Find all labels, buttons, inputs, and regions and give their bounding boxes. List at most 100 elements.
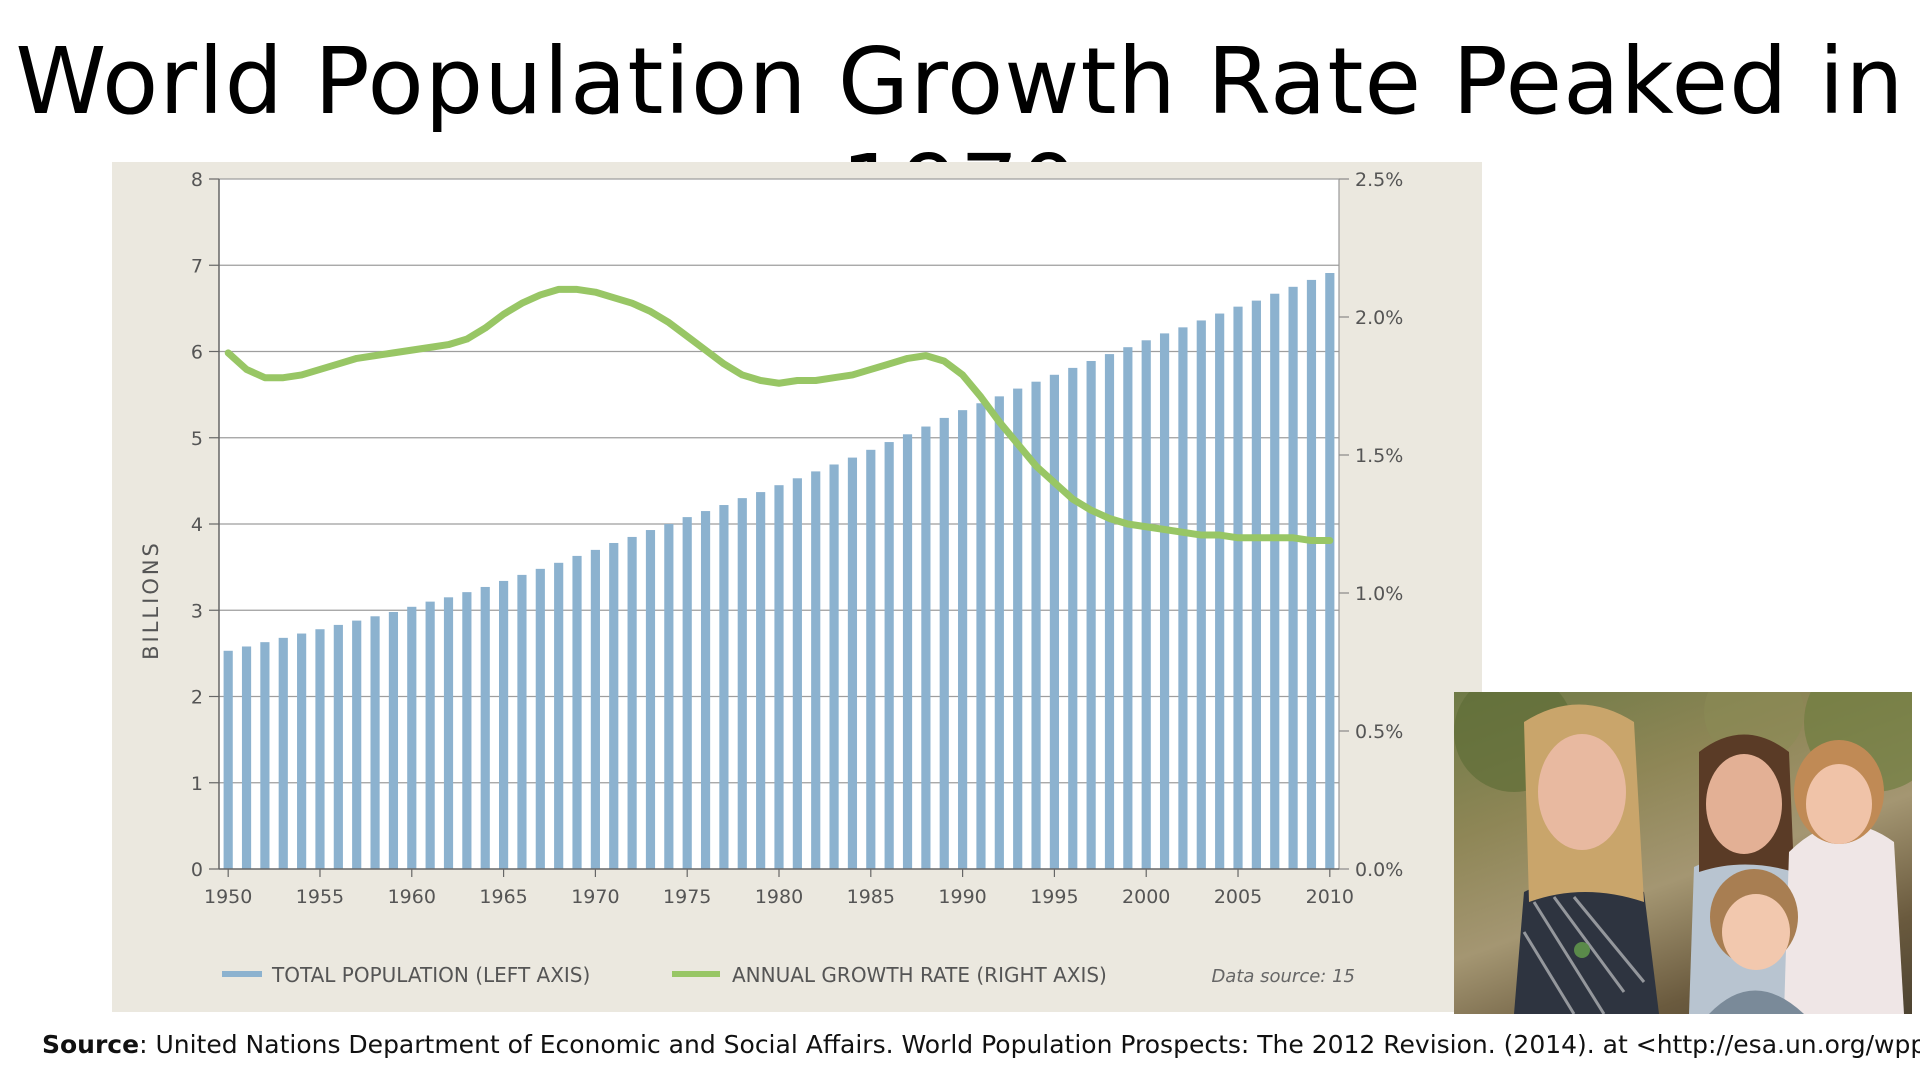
population-bar-1953	[278, 637, 288, 869]
x-tick-label-1975: 1975	[663, 886, 711, 908]
family-photo-icon	[1454, 692, 1912, 1014]
population-bar-1982	[811, 471, 821, 869]
population-bar-2007	[1270, 293, 1280, 869]
legend-label-population: TOTAL POPULATION (LEFT AXIS)	[271, 963, 590, 987]
population-bar-1961	[425, 601, 435, 870]
family-photo	[1454, 692, 1912, 1014]
right-tick-label-1.0%: 1.0%	[1355, 583, 1403, 605]
population-bar-2009	[1306, 279, 1317, 869]
population-bar-1989	[939, 417, 949, 869]
population-bar-1960	[407, 606, 417, 869]
legend: TOTAL POPULATION (LEFT AXIS) ANNUAL GROW…	[222, 963, 1355, 987]
population-bar-1993	[1013, 388, 1023, 869]
population-bar-1978	[737, 498, 747, 870]
population-bar-2005	[1233, 306, 1243, 869]
population-bar-1971	[609, 542, 619, 869]
population-bar-1956	[333, 624, 343, 869]
population-chart: 0 1 2 3 4 5 6 7 8 0.0% 0.5% 1.0% 1.5% 2.0% 2.5% 1950 1…	[139, 169, 1403, 987]
x-tick-label-1955: 1955	[296, 886, 344, 908]
population-bar-1965	[499, 580, 509, 869]
population-bar-1959	[388, 611, 399, 869]
population-bar-1972	[627, 536, 637, 869]
population-bar-1952	[260, 642, 270, 869]
population-bar-1980	[774, 485, 784, 869]
source-label: Source	[42, 1030, 140, 1059]
x-tick-label-2000: 2000	[1122, 886, 1170, 908]
source-text: : United Nations Department of Economic …	[139, 1030, 1920, 1059]
right-tick-label-0.5%: 0.5%	[1355, 721, 1403, 743]
population-bar-1969	[572, 555, 582, 869]
population-bar-2010	[1325, 273, 1335, 869]
x-tick-label-1995: 1995	[1030, 886, 1078, 908]
population-bar-1973	[645, 530, 656, 869]
left-tick-label-7: 7	[191, 255, 203, 277]
population-bar-1981	[792, 478, 802, 869]
population-bar-1954	[297, 633, 307, 869]
right-tick-label-1.5%: 1.5%	[1355, 445, 1403, 467]
population-bar-1963	[462, 592, 472, 869]
population-bar-1983	[829, 464, 839, 869]
x-tick-label-2010: 2010	[1306, 886, 1354, 908]
population-bar-1991	[976, 403, 986, 869]
source-citation: Source: United Nations Department of Eco…	[42, 1030, 1920, 1059]
population-bar-2004	[1215, 313, 1225, 869]
population-bar-1987	[902, 434, 913, 869]
growth-rate-line	[224, 285, 1334, 545]
right-tick-label-0.0%: 0.0%	[1355, 859, 1403, 881]
left-tick-label-0: 0	[191, 859, 203, 881]
x-tick-label-1980: 1980	[755, 886, 803, 908]
population-bar-1997	[1086, 360, 1096, 869]
x-tick-label-1960: 1960	[388, 886, 436, 908]
population-bar-1986	[884, 442, 894, 869]
population-bar-1979	[756, 492, 766, 869]
population-bar-2006	[1251, 300, 1261, 869]
population-bar-2008	[1288, 286, 1298, 869]
left-tick-label-3: 3	[191, 600, 203, 622]
population-bar-1968	[554, 562, 564, 869]
left-axis-ticks: 0 1 2 3 4 5 6 7 8	[191, 169, 219, 881]
x-tick-label-1950: 1950	[204, 886, 252, 908]
population-bar-1985	[866, 449, 876, 869]
left-tick-label-8: 8	[191, 169, 203, 191]
left-tick-label-2: 2	[191, 687, 203, 709]
population-bar-2002	[1178, 327, 1188, 870]
population-bar-2000	[1141, 340, 1151, 869]
population-bar-1990	[958, 410, 968, 869]
population-bar-1995	[1049, 374, 1059, 869]
left-tick-label-1: 1	[191, 773, 203, 795]
population-bar-1966	[517, 574, 527, 869]
population-bar-1996	[1068, 367, 1078, 869]
x-axis-ticks: 1950 1955 1960 1965 1970 1975 1980 1985 1990 1995…	[204, 869, 1354, 908]
population-bar-1999	[1123, 347, 1133, 869]
legend-label-growth: ANNUAL GROWTH RATE (RIGHT AXIS)	[732, 963, 1107, 987]
population-bar-1958	[370, 616, 380, 869]
population-bar-1951	[241, 646, 252, 869]
population-bar-1964	[480, 586, 490, 869]
population-bar-1994	[1031, 381, 1041, 869]
x-tick-label-1970: 1970	[571, 886, 619, 908]
population-bars	[223, 273, 1335, 870]
population-bar-1950	[223, 650, 233, 869]
data-source-note: Data source: 15	[1211, 966, 1355, 987]
population-bar-1970	[590, 549, 600, 870]
x-tick-label-1990: 1990	[938, 886, 986, 908]
population-bar-1967	[535, 568, 545, 869]
left-tick-label-4: 4	[191, 514, 203, 536]
population-bar-1962	[443, 597, 454, 869]
left-tick-label-6: 6	[191, 342, 203, 364]
population-bar-2003	[1196, 320, 1206, 869]
population-bar-1955	[315, 629, 325, 869]
population-bar-1957	[352, 620, 362, 869]
right-tick-label-2.0%: 2.0%	[1355, 307, 1403, 329]
population-bar-1998	[1104, 354, 1115, 870]
population-bar-1977	[719, 505, 729, 869]
population-bar-1974	[664, 524, 674, 869]
chart-panel: 0 1 2 3 4 5 6 7 8 0.0% 0.5% 1.0% 1.5% 2.0% 2.5% 1950 1…	[112, 162, 1482, 1012]
population-bar-1988	[921, 426, 931, 869]
growth-rate-series-line	[224, 285, 1334, 545]
left-tick-label-5: 5	[191, 428, 203, 450]
right-tick-label-2.5%: 2.5%	[1355, 169, 1403, 191]
population-bar-1992	[994, 396, 1004, 869]
x-tick-label-1985: 1985	[847, 886, 895, 908]
x-tick-label-2005: 2005	[1214, 886, 1262, 908]
